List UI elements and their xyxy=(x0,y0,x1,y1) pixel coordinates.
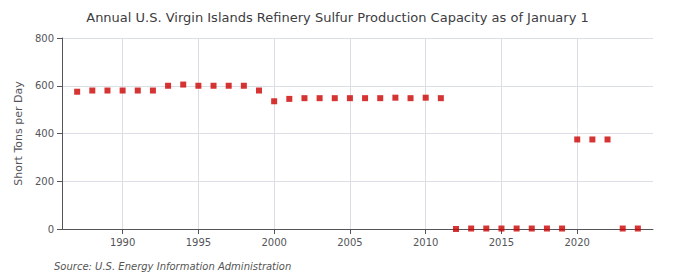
svg-text:2005: 2005 xyxy=(337,237,362,248)
svg-text:200: 200 xyxy=(35,176,54,187)
svg-text:1990: 1990 xyxy=(110,237,135,248)
svg-text:800: 800 xyxy=(35,33,54,44)
svg-text:2000: 2000 xyxy=(261,237,286,248)
svg-text:1995: 1995 xyxy=(186,237,211,248)
svg-text:2020: 2020 xyxy=(565,237,590,248)
svg-text:600: 600 xyxy=(35,80,54,91)
svg-text:0: 0 xyxy=(48,224,54,235)
svg-text:Short Tons per Day: Short Tons per Day xyxy=(12,81,25,186)
svg-text:400: 400 xyxy=(35,128,54,139)
svg-text:Annual U.S. Virgin Islands Ref: Annual U.S. Virgin Islands Refinery Sulf… xyxy=(86,10,589,25)
svg-text:2010: 2010 xyxy=(413,237,438,248)
svg-text:2015: 2015 xyxy=(489,237,514,248)
svg-text:Source: U.S. Energy Informatio: Source: U.S. Energy Information Administ… xyxy=(54,261,291,272)
